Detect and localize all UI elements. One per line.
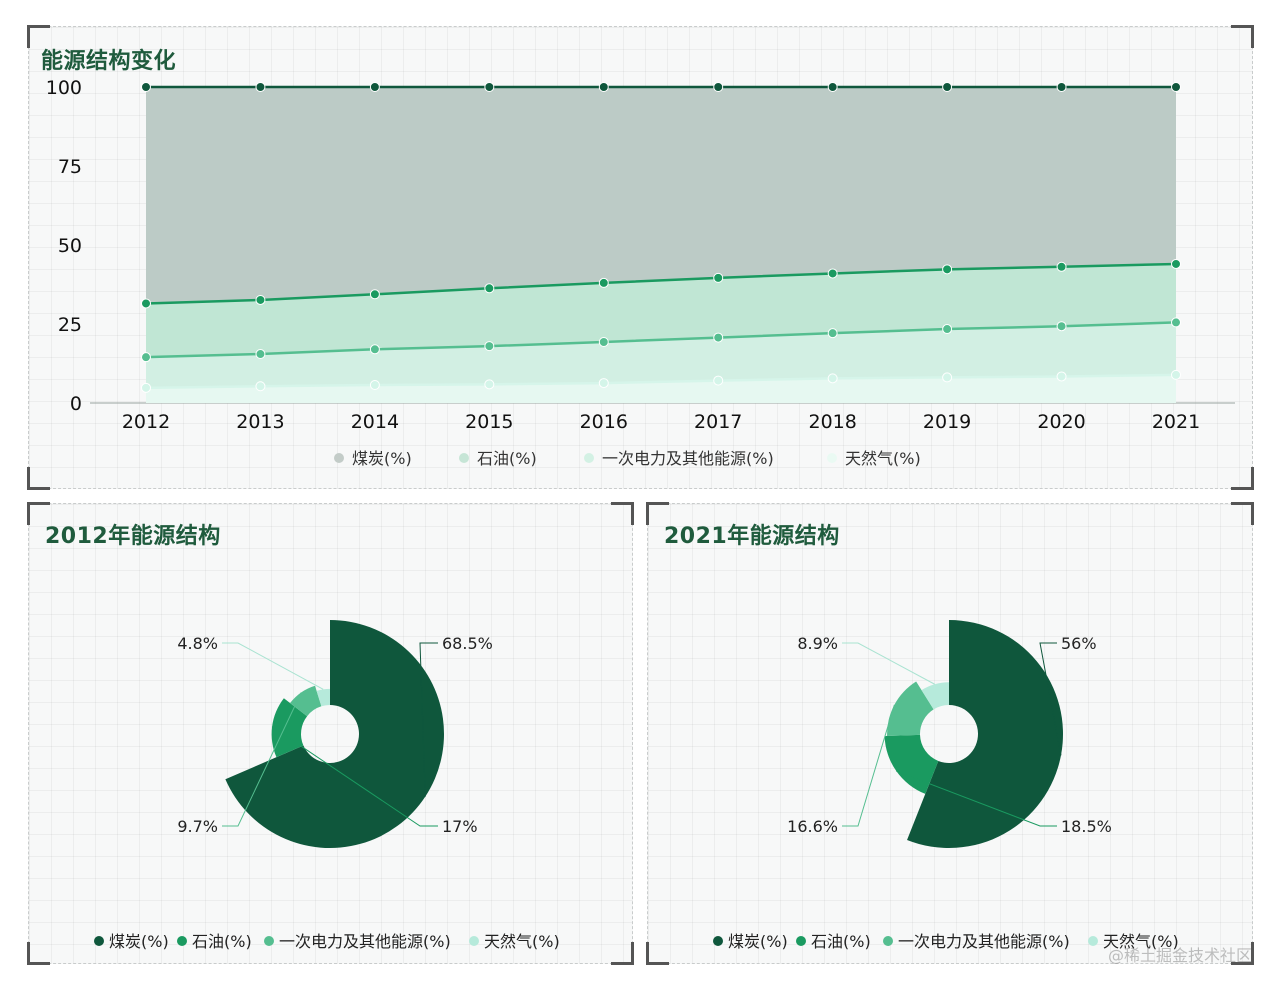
watermark: @稀土掘金技术社区 <box>1107 946 1252 965</box>
panel-corner <box>1231 467 1254 490</box>
pie-2012-panel: 2012年能源结构 <box>27 502 634 965</box>
panel-corner <box>646 502 669 525</box>
panel-corner <box>27 25 50 48</box>
panel-corner <box>27 467 50 490</box>
panel-corner <box>611 502 634 525</box>
pie-2021-panel: 2021年能源结构 <box>646 502 1254 965</box>
panel-corner <box>611 942 634 965</box>
panel-corner <box>27 942 50 965</box>
panel-corner <box>1231 25 1254 48</box>
pie-2021-title: 2021年能源结构 <box>664 524 840 549</box>
chart-title: 能源结构变化 <box>41 49 177 74</box>
panel-corner <box>27 502 50 525</box>
panel-corner <box>1231 942 1254 965</box>
panel-corner <box>1231 502 1254 525</box>
pie-2012-title: 2012年能源结构 <box>45 524 221 549</box>
panel-corner <box>646 942 669 965</box>
energy-structure-panel: 能源结构变化 <box>27 25 1254 490</box>
